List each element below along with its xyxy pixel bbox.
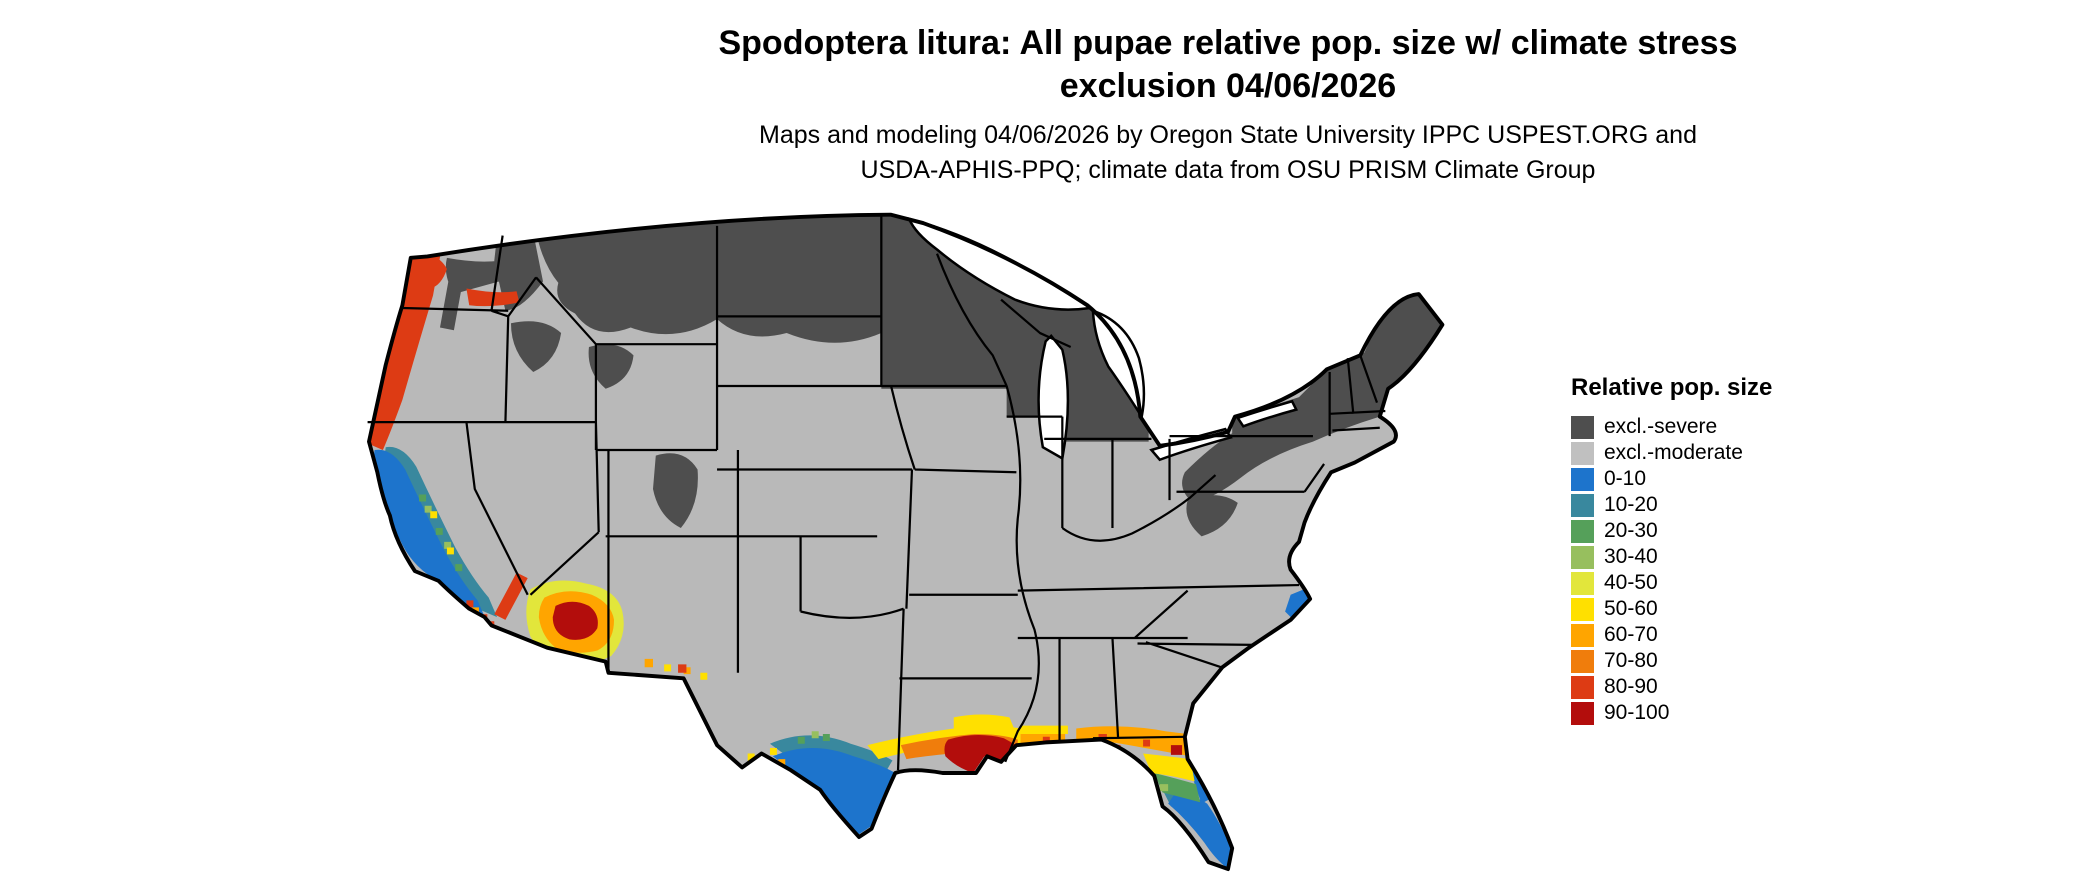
page-title: Spodoptera litura: All pupae relative po… <box>528 22 1928 108</box>
legend-item: excl.-severe <box>1571 414 1772 440</box>
legend-swatch <box>1571 493 1594 517</box>
legend-swatch-icon <box>1571 467 1594 491</box>
legend-swatch-icon <box>1571 519 1594 543</box>
legend-title: Relative pop. size <box>1571 374 1773 401</box>
title-line-2: exclusion 04/06/2026 <box>1059 67 1397 105</box>
map-base-excl-moderate <box>368 214 1443 870</box>
legend-swatch-icon <box>1571 571 1594 595</box>
legend-swatch <box>1571 649 1594 673</box>
legend: Relative pop. size excl.-severe excl.-mo… <box>1571 374 1772 726</box>
legend-label: 40-50 <box>1604 571 1658 594</box>
subtitle-line-1: Maps and modeling 04/06/2026 by Oregon S… <box>759 121 1697 149</box>
legend-item: 60-70 <box>1571 622 1772 648</box>
us-map-svg <box>367 212 1445 872</box>
legend-label: 60-70 <box>1604 623 1658 646</box>
legend-swatch-icon <box>1571 545 1594 569</box>
subtitle-line-2: USDA-APHIS-PPQ; climate data from OSU PR… <box>860 156 1596 184</box>
legend-label: 30-40 <box>1604 545 1658 568</box>
page-subtitle: Maps and modeling 04/06/2026 by Oregon S… <box>528 118 1928 188</box>
legend-item: 80-90 <box>1571 674 1772 700</box>
legend-swatch-icon <box>1571 441 1594 465</box>
legend-label: excl.-severe <box>1604 415 1718 438</box>
legend-swatch <box>1571 467 1594 491</box>
state-borders <box>367 216 1386 771</box>
legend-swatch <box>1571 597 1594 621</box>
legend-item: 70-80 <box>1571 648 1772 674</box>
legend-item: 90-100 <box>1571 700 1772 726</box>
legend-swatch-icon <box>1571 675 1594 699</box>
legend-swatch <box>1571 675 1594 699</box>
legend-label: 50-60 <box>1604 597 1658 620</box>
legend-item: 20-30 <box>1571 518 1772 544</box>
legend-label: 0-10 <box>1604 467 1647 490</box>
map-raster-overlays <box>368 214 1443 870</box>
legend-swatch <box>1571 701 1594 725</box>
legend-label: excl.-moderate <box>1604 441 1743 464</box>
legend-swatch <box>1571 623 1594 647</box>
legend-swatch-icon <box>1571 701 1594 725</box>
legend-label: 70-80 <box>1604 649 1658 672</box>
legend-swatch <box>1571 519 1594 543</box>
title-line-1: Spodoptera litura: All pupae relative po… <box>718 24 1738 62</box>
legend-swatch-icon <box>1571 649 1594 673</box>
legend-swatch-icon <box>1571 415 1594 439</box>
legend-label: 10-20 <box>1604 493 1658 516</box>
legend-swatch <box>1571 571 1594 595</box>
us-outline <box>367 212 1445 872</box>
legend-item: excl.-moderate <box>1571 440 1772 466</box>
legend-label: 80-90 <box>1604 675 1658 698</box>
legend-swatch-icon <box>1571 623 1594 647</box>
legend-item: 50-60 <box>1571 596 1772 622</box>
us-map <box>290 198 1520 883</box>
legend-item: 30-40 <box>1571 544 1772 570</box>
legend-swatch-icon <box>1571 493 1594 517</box>
legend-swatch <box>1571 415 1594 439</box>
legend-item: 0-10 <box>1571 466 1772 492</box>
legend-item: 40-50 <box>1571 570 1772 596</box>
legend-item: 10-20 <box>1571 492 1772 518</box>
legend-label: 90-100 <box>1604 701 1670 724</box>
legend-swatch-icon <box>1571 597 1594 621</box>
map-region-60-70 <box>472 591 1191 767</box>
legend-swatch <box>1571 545 1594 569</box>
legend-label: 20-30 <box>1604 519 1658 542</box>
legend-swatch <box>1571 441 1594 465</box>
map-region-excl-severe <box>439 214 1443 537</box>
